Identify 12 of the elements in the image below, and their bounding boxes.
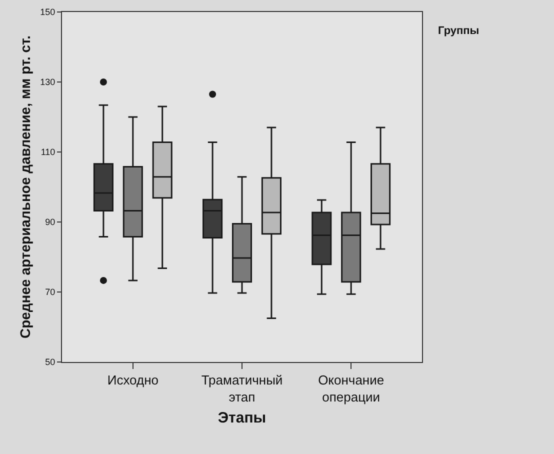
x-tick-label: Окончание операции bbox=[318, 372, 384, 404]
x-axis-title: Этапы bbox=[218, 410, 266, 426]
legend-title: Группы bbox=[438, 25, 480, 37]
y-tick-label: 70 bbox=[45, 287, 56, 298]
y-tick-label: 50 bbox=[45, 357, 56, 368]
x-tick-label: Траматичный этап bbox=[201, 372, 283, 404]
y-tick-label: 150 bbox=[40, 7, 56, 18]
x-tick-label: Исходно bbox=[107, 372, 158, 388]
y-axis-title: Среднее артериальное давление, мм рт. ст. bbox=[16, 35, 33, 339]
y-tick-label: 90 bbox=[45, 217, 56, 228]
y-tick-label: 130 bbox=[40, 77, 56, 88]
y-tick-label: 110 bbox=[40, 147, 56, 158]
